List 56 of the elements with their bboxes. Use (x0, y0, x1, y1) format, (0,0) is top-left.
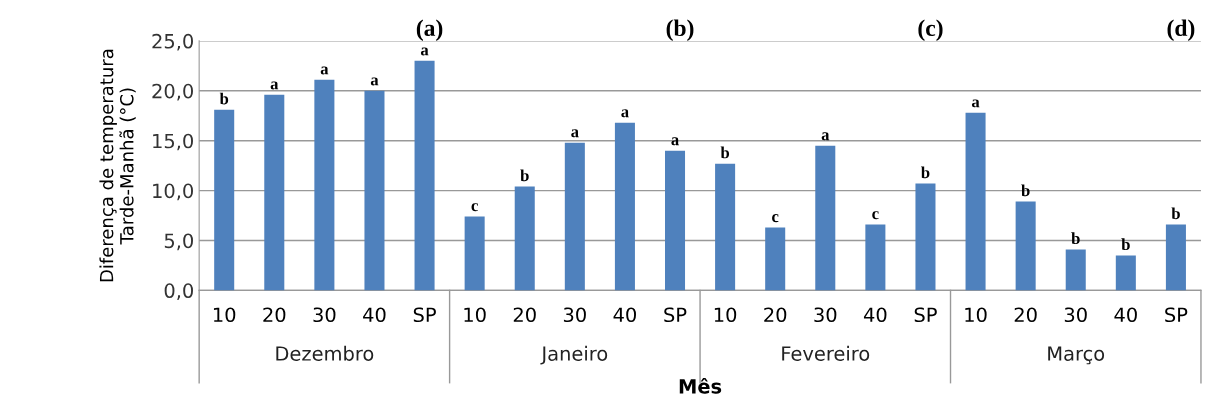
data-label: a (621, 109, 629, 118)
data-label: b (921, 166, 930, 179)
text: (d) (1167, 19, 1195, 41)
y-tick-label: 10,0 (153, 183, 193, 201)
data-label: c (772, 214, 779, 223)
x-tick-label: 20 (1014, 307, 1037, 323)
x-tick-label: 40 (363, 307, 386, 323)
x-tick-label: 30 (1064, 307, 1087, 323)
x-tick-label: 40 (863, 307, 887, 323)
x-tick-label: 10 (965, 307, 987, 323)
data-label: b (1171, 207, 1180, 220)
x-tick-label: 20 (764, 307, 787, 323)
data-label: b (1121, 238, 1130, 251)
text: Dezembro (276, 345, 374, 361)
y-axis-title: Diferença de temperatura Tarde-Manhã (°C) (99, 49, 136, 282)
x-tick-label: SP (413, 307, 436, 323)
data-label: a (971, 99, 980, 108)
x-tick-label: 40 (613, 307, 636, 323)
x-tick-label: 30 (313, 307, 336, 323)
x-tick-label: 10 (213, 307, 236, 323)
x-tick-label: 30 (814, 307, 837, 323)
data-label: a (571, 129, 579, 138)
x-tick-label: SP (914, 307, 937, 323)
data-label: a (320, 66, 329, 75)
text: (b) (666, 19, 694, 41)
x-tick-label: 20 (263, 307, 286, 323)
y-tick-label: 25,0 (152, 33, 193, 51)
y-tick-label: 20,0 (152, 83, 193, 101)
text: Fevereiro (782, 345, 870, 361)
data-label: a (420, 47, 429, 56)
data-label: c (471, 203, 478, 212)
data-label: a (370, 77, 379, 86)
text: (a) (416, 19, 443, 41)
data-label: b (720, 146, 730, 159)
x-tick-label: 10 (714, 307, 737, 323)
x-axis-title: Mês (679, 377, 722, 394)
data-label: a (821, 132, 830, 141)
y-tick-label: 15,0 (153, 133, 193, 151)
data-label: a (671, 137, 679, 146)
x-tick-label: 40 (1114, 307, 1137, 323)
data-label: a (270, 81, 279, 90)
data-label: b (1021, 184, 1030, 197)
data-label: b (520, 169, 529, 182)
x-tick-label: 30 (563, 307, 586, 323)
text: (c) (918, 19, 943, 41)
text: Janeiro (540, 345, 608, 365)
y-tick-label: 0,0 (164, 283, 193, 301)
data-label: c (872, 211, 879, 220)
y-tick-label: 5,0 (164, 233, 193, 251)
x-tick-label: SP (664, 307, 687, 323)
text: Março (1048, 346, 1105, 365)
x-tick-label: 10 (464, 307, 486, 323)
data-label: b (1071, 232, 1080, 245)
x-tick-label: 20 (513, 307, 536, 323)
x-tick-label: SP (1165, 307, 1188, 323)
data-label: b (219, 92, 229, 105)
